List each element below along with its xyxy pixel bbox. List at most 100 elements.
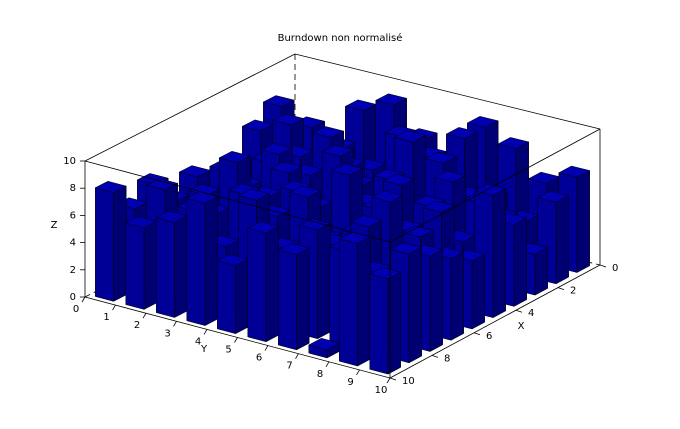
x-axis-label: X	[518, 321, 525, 332]
bar-face-top	[422, 200, 455, 213]
y-tick-mark	[203, 329, 208, 335]
bar-face-top	[289, 185, 322, 198]
bar-face-top	[344, 99, 377, 112]
x-tick-mark	[389, 377, 397, 381]
y-tick-label: 8	[317, 369, 323, 380]
bar-face-side	[235, 258, 249, 335]
axes-box-front	[84, 53, 601, 379]
bar-face-top	[394, 130, 427, 143]
bar-face-front	[217, 260, 236, 335]
y-tick-label: 4	[195, 336, 201, 347]
bar-face-front	[156, 217, 175, 318]
bar-face-top	[270, 161, 303, 174]
bar-face-side	[576, 170, 590, 273]
bar-face-side	[555, 195, 569, 285]
bar-face-top	[277, 242, 310, 255]
bar-face-top	[262, 95, 295, 107]
z-tick-label: 0	[70, 292, 76, 303]
bar-face-top	[312, 126, 345, 138]
bar-face-side	[492, 188, 506, 319]
bar-face-front	[278, 249, 297, 351]
y-tick-label: 1	[103, 312, 109, 323]
bar-face-top	[308, 337, 341, 351]
bar-face-side	[534, 247, 548, 296]
box-top-left	[84, 53, 296, 162]
y-tick-label: 7	[286, 361, 292, 372]
bar-face-top	[216, 253, 249, 266]
bar-face-front	[95, 187, 114, 302]
bar	[369, 267, 402, 375]
z-tick-label: 4	[70, 238, 76, 249]
bar-face-top	[382, 173, 415, 186]
bar	[537, 190, 570, 285]
bar-face-top	[375, 93, 408, 106]
bar-face-top	[390, 242, 423, 255]
y-tick-label: 2	[134, 320, 140, 331]
x-tick-mark	[431, 355, 439, 358]
z-tick-label: 6	[70, 210, 76, 221]
z-axis-label: Z	[51, 220, 58, 231]
bar-face-top	[247, 221, 280, 234]
x-tick-label: 6	[486, 331, 492, 342]
bar-face-top	[466, 116, 499, 128]
y-tick-mark	[356, 369, 360, 376]
bar-face-top	[298, 218, 331, 231]
y-tick-label: 9	[347, 377, 353, 388]
bar-face-front	[247, 227, 267, 343]
axis-ticks: 0 1 2 3 4 5 6 7 8 9 10 0 2 4 6 8 10 0 2 4 6 8 10	[63, 156, 618, 396]
bar-face-side	[408, 246, 422, 364]
bar-face-side	[174, 215, 188, 318]
y-tick-label: 3	[164, 328, 170, 339]
x-tick-label: 2	[570, 286, 576, 297]
bars-layer	[94, 93, 591, 375]
bar-face-side	[357, 236, 371, 367]
bar-face-side	[471, 253, 485, 330]
z-tick-label: 2	[70, 265, 76, 276]
x-tick-mark	[515, 309, 523, 313]
bar	[94, 180, 127, 302]
bar-face-side	[317, 222, 331, 340]
bar	[216, 253, 249, 335]
y-tick-label: 6	[256, 353, 262, 364]
box-floor-front-x	[389, 264, 601, 379]
bar-face-top	[178, 165, 211, 178]
y-tick-mark	[295, 353, 299, 359]
y-tick-mark	[173, 321, 177, 327]
x-tick-label: 10	[402, 376, 415, 387]
bar-face-top	[497, 137, 530, 149]
bar-face-top	[94, 180, 127, 193]
bar-face-side	[113, 185, 127, 302]
bar-face-top	[155, 210, 188, 223]
y-tick-mark	[234, 337, 238, 343]
chart-title: Burndown non normalisé	[278, 32, 403, 44]
bar	[125, 216, 158, 310]
y-tick-mark	[325, 361, 330, 368]
box-top-front-y	[84, 160, 391, 243]
x-tick-label: 0	[612, 263, 618, 274]
z-tick-label: 8	[70, 183, 76, 194]
bar	[308, 337, 341, 359]
bar-face-top	[537, 190, 570, 203]
bar-face-top	[331, 163, 364, 176]
y-axis-label: Y	[200, 344, 208, 355]
bar	[247, 221, 280, 343]
bar-face-side	[296, 247, 310, 351]
bar-face-top	[125, 216, 158, 229]
bar-face-top	[558, 165, 591, 178]
bar-face-side	[143, 220, 157, 310]
bar	[338, 231, 371, 367]
y-tick-mark	[386, 377, 391, 384]
bar-face-top	[369, 267, 402, 280]
bar-face-top	[401, 225, 434, 238]
bar-face-top	[237, 188, 270, 201]
box-top-front-x	[389, 128, 601, 243]
bar-face-top	[272, 113, 305, 126]
x-tick-label: 8	[444, 353, 450, 364]
x-tick-mark	[473, 332, 481, 336]
bar-face-side	[204, 196, 218, 327]
bar-face-top	[260, 142, 293, 155]
bar-face-front	[369, 273, 389, 375]
bar-face-top	[424, 151, 457, 164]
bar-face-front	[339, 238, 358, 367]
